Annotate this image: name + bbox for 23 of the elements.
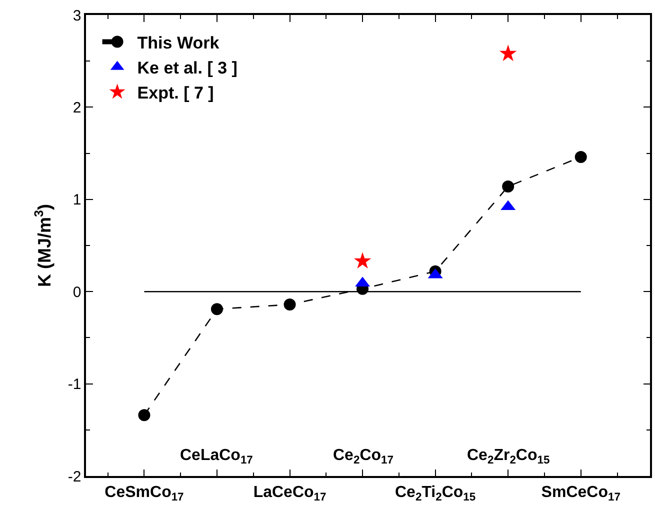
x-tick-label: CeLaCo$_{17}$: [180, 447, 253, 466]
y-tick-label: 1: [72, 192, 82, 209]
x-tick-label: Ce$_{2}$Zr$_{2}$Co$_{15}$: [467, 447, 550, 466]
y-tick-label: -1: [68, 376, 82, 394]
point: [138, 409, 150, 422]
y-tick-label: -2: [68, 468, 82, 486]
point: [354, 252, 372, 269]
x-tick-label: Ce$_{2}$Co$_{17}$: [333, 447, 394, 466]
point: [499, 44, 517, 62]
legend-label: Expt. [ 7 ]: [137, 84, 214, 103]
legend-label: This Work: [137, 33, 220, 52]
point: [574, 150, 587, 163]
x-tick-label: Ce$_{2}$Ti$_{2}$Co$_{15}$: [395, 484, 476, 504]
y-tick-label: 2: [72, 99, 82, 116]
y-tick-label: 3: [72, 7, 82, 24]
point: [210, 303, 223, 316]
x-tick-label: SmCeCo$_{17}$: [541, 484, 620, 504]
x-tick-label: LaCeCo$_{17}$: [253, 484, 326, 504]
point: [284, 298, 296, 311]
legend-label: Ke et al. [ 3 ]: [137, 58, 238, 78]
point: [502, 180, 514, 192]
y-tick-label: 0: [72, 284, 82, 301]
x-tick-label: CeSmCo$_{17}$: [104, 484, 184, 504]
